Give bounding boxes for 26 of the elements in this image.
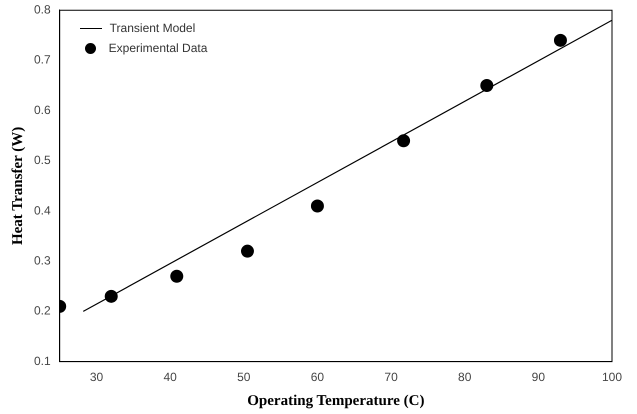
x-tick-label: 30: [90, 370, 104, 384]
point: [240, 244, 254, 258]
y-tick-label: 0.2: [34, 304, 51, 318]
x-tick-label: 50: [237, 370, 251, 384]
y-tick-label: 0.4: [34, 203, 51, 218]
legend-label: Experimental Data: [108, 40, 208, 58]
x-axis-title: Operating Temperature (C): [247, 392, 424, 409]
y-tick-label: 0.3: [34, 254, 51, 268]
legend-label: Transient Model: [110, 20, 196, 38]
y-tick-label: 0.6: [34, 102, 51, 117]
y-axis-title: Heat Transfer (W): [10, 126, 26, 246]
x-tick-label: 70: [384, 370, 398, 384]
point: [397, 134, 410, 148]
point: [480, 79, 494, 92]
x-tick-label: 80: [458, 370, 472, 384]
point: [310, 199, 324, 212]
x-tick-label: 60: [310, 370, 324, 384]
y-tick-label: 0.1: [34, 354, 51, 368]
x-tick-label: 100: [602, 370, 622, 384]
point: [554, 34, 567, 47]
point: [170, 270, 184, 283]
y-tick-label: 0.8: [34, 2, 51, 17]
x-tick-label: 90: [532, 370, 546, 384]
y-tick-label: 0.5: [34, 153, 51, 168]
x-tick-label: 40: [163, 370, 178, 384]
y-tick-label: 0.7: [34, 52, 51, 67]
